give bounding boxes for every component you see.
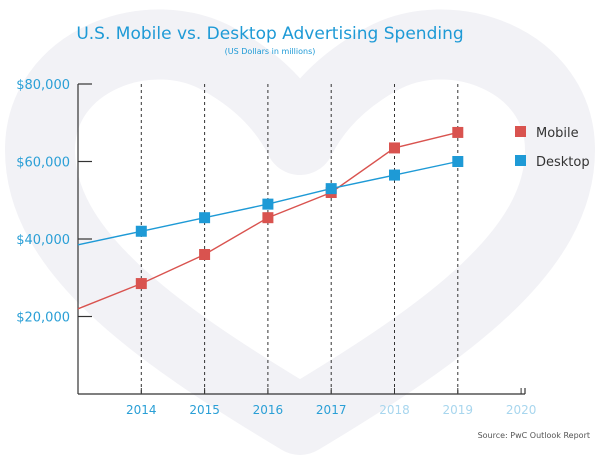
x-tick-labels: 2014 2015 2016 2017 2018 2019 2020 (126, 388, 536, 417)
x-tick-label: 2017 (316, 403, 347, 417)
heart-watermark-icon (5, 9, 595, 455)
heart-shape (5, 9, 595, 455)
marker-mobile-2014 (135, 278, 147, 290)
legend: Mobile Desktop (515, 126, 590, 170)
x-tick-label: 2018 (379, 403, 410, 417)
y-tick-label: $60,000 (16, 156, 70, 171)
x-tick-label: 2019 (443, 403, 474, 417)
marker-desktop-2017 (325, 183, 337, 195)
legend-swatch-mobile (515, 126, 526, 137)
marker-mobile-2016 (262, 212, 274, 224)
y-tick-label: $80,000 (16, 78, 70, 93)
x-tick-label: 2014 (126, 403, 157, 417)
y-tick-label: $20,000 (16, 311, 70, 326)
x-tick-label: 2016 (253, 403, 284, 417)
marker-desktop-2014 (135, 225, 147, 237)
marker-mobile-2015 (199, 249, 211, 260)
legend-swatch-desktop (515, 155, 526, 166)
chart-title: U.S. Mobile vs. Desktop Advertising Spen… (76, 24, 463, 44)
marker-desktop-2019 (452, 156, 464, 167)
marker-mobile-2019 (452, 126, 464, 138)
marker-desktop-2015 (199, 212, 211, 224)
legend-label-mobile: Mobile (536, 126, 579, 141)
legend-label-desktop: Desktop (536, 155, 590, 170)
marker-mobile-2018 (389, 142, 400, 154)
x-tick-label: 2020 (506, 403, 537, 417)
chart-subtitle: (US Dollars in millions) (225, 47, 316, 56)
source-note: Source: PwC Outlook Report (478, 431, 590, 440)
grid-lines (140, 84, 459, 394)
marker-desktop-2018 (389, 169, 400, 181)
y-tick-labels: $20,000 $40,000 $60,000 $80,000 (16, 78, 92, 326)
marker-desktop-2016 (262, 198, 274, 210)
x-tick-label: 2015 (189, 403, 220, 417)
series-markers (135, 126, 464, 290)
y-tick-label: $40,000 (16, 233, 70, 248)
